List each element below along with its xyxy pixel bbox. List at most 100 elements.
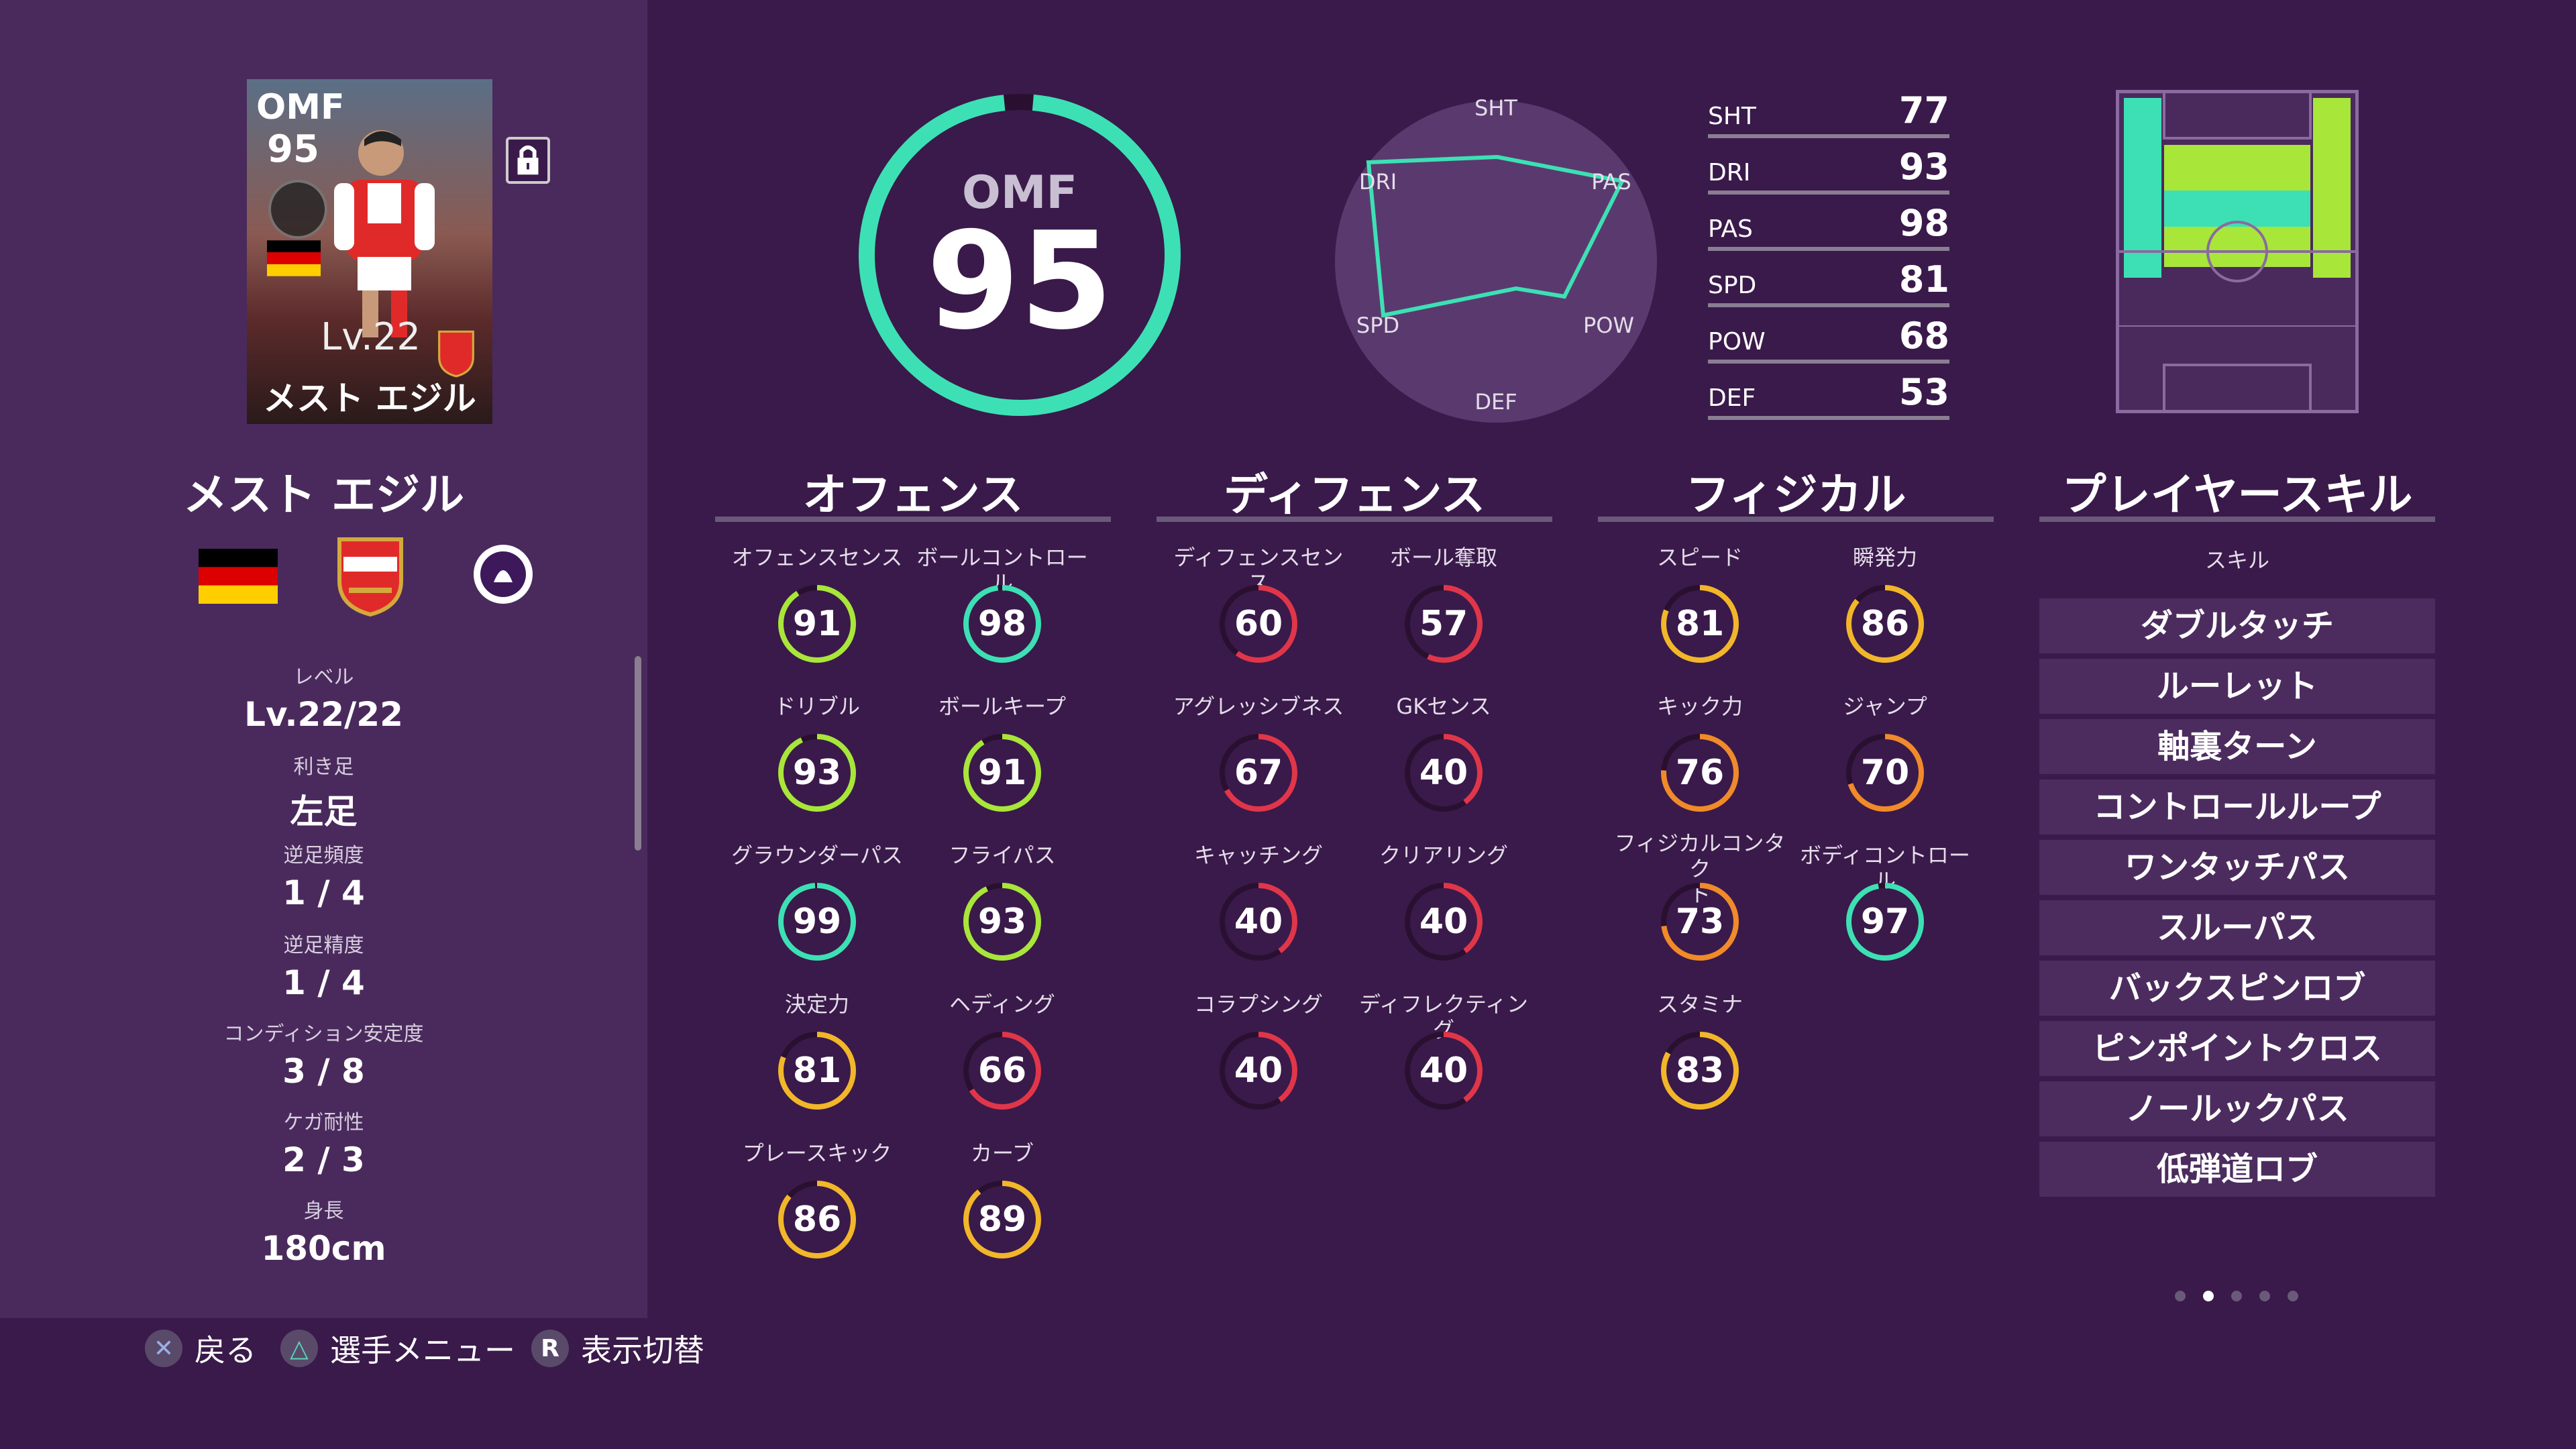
player-menu-button[interactable]: △ 選手メニュー: [280, 1328, 515, 1368]
page-dot[interactable]: [2288, 1291, 2298, 1301]
attribute-offense: オフェンスセンス 91: [724, 545, 910, 686]
stat-value: 98: [1898, 202, 1949, 244]
attribute-gauge: [1405, 734, 1483, 812]
skill-item[interactable]: スルーパス: [2039, 900, 2435, 955]
skill-item[interactable]: ノールックパス: [2039, 1081, 2435, 1136]
stat-label: SHT: [1708, 103, 1756, 130]
attribute-gauge: [778, 1181, 856, 1258]
stat-row-pow: POW 68: [1708, 309, 1949, 364]
attribute-value: 66: [977, 1051, 1027, 1091]
gauge-arc: [963, 883, 1041, 961]
gauge-arc: [1661, 585, 1739, 663]
gauge-arc: [1220, 883, 1297, 961]
attribute-value: 40: [1419, 753, 1468, 793]
info-value-level: Lv.22/22: [244, 695, 403, 734]
player-card[interactable]: OMF 95 Lv.22 メスト エジル: [247, 79, 492, 424]
skill-item[interactable]: ワンタッチパス: [2039, 840, 2435, 895]
arsenal-crest-icon: [438, 330, 474, 378]
attribute-name: スタミナ: [1656, 991, 1743, 1017]
attribute-name: GKセンス: [1396, 694, 1491, 719]
gauge-arc: [1661, 734, 1739, 812]
info-scrollbar[interactable]: [635, 656, 641, 851]
attribute-value: 93: [977, 902, 1027, 942]
attribute-name: ジャンプ: [1843, 694, 1927, 719]
triangle-button-icon: △: [280, 1330, 318, 1367]
attribute-physical: スピード 81: [1607, 545, 1792, 686]
attribute-name: フィジカルコンタク ト: [1614, 830, 1786, 907]
attribute-defense: キャッチング 40: [1166, 843, 1351, 983]
attribute-defense: コラプシング 40: [1166, 991, 1351, 1132]
skill-item[interactable]: バックスピンロブ: [2039, 961, 2435, 1016]
attribute-name: ボディコントロール: [1800, 843, 1970, 894]
attribute-value: 40: [1234, 902, 1283, 942]
card-level: Lv.22: [321, 315, 421, 359]
attribute-value: 89: [977, 1199, 1027, 1240]
toggle-view-button[interactable]: R 表示切替: [531, 1328, 704, 1368]
attribute-physical: スタミナ 83: [1607, 991, 1792, 1132]
stat-label: SPD: [1708, 272, 1757, 299]
attribute-value: 73: [1675, 902, 1725, 942]
attribute-defense: クリアリング 40: [1351, 843, 1536, 983]
card-overall: 95: [267, 127, 319, 171]
gauge-arc: [778, 734, 856, 812]
gauge-arc: [1405, 585, 1483, 663]
info-value-weak-foot-usage: 1 / 4: [282, 873, 365, 912]
attribute-defense: ディフェンスセンス 60: [1166, 545, 1351, 686]
attribute-offense: ボールキープ 91: [910, 694, 1095, 835]
attribute-value: 81: [1675, 604, 1725, 644]
page-dot[interactable]: [2175, 1291, 2186, 1301]
attribute-name: キック力: [1656, 694, 1743, 719]
cross-button-icon: ✕: [145, 1330, 182, 1367]
attribute-name: ヘディング: [949, 991, 1055, 1017]
attribute-value: 83: [1675, 1051, 1725, 1091]
page-dot[interactable]: [2203, 1291, 2214, 1301]
attribute-physical: 瞬発力 86: [1792, 545, 1978, 686]
radar-label-sht: SHT: [1474, 95, 1517, 121]
league-logo-icon: [474, 545, 533, 604]
nationality-flag-icon: [199, 549, 278, 604]
card-player-name: メスト エジル: [263, 379, 476, 418]
player-photo: [334, 130, 435, 337]
attribute-name: グラウンダーパス: [731, 843, 903, 868]
attribute-name: キャッチング: [1193, 843, 1323, 868]
stat-row-dri: DRI 93: [1708, 140, 1949, 195]
page-dot[interactable]: [2231, 1291, 2242, 1301]
skill-item[interactable]: コントロールループ: [2039, 780, 2435, 835]
attribute-value: 98: [977, 604, 1027, 644]
skill-item[interactable]: 軸裏ターン: [2039, 719, 2435, 774]
attribute-gauge: [1405, 585, 1483, 663]
skills-divider: [2039, 517, 2435, 522]
attribute-gauge: [1846, 734, 1924, 812]
skill-item[interactable]: ルーレット: [2039, 659, 2435, 714]
skill-item[interactable]: ダブルタッチ: [2039, 598, 2435, 653]
attribute-gauge: [1405, 1032, 1483, 1110]
gauge-arc: [1405, 1032, 1483, 1110]
gauge-arc: [1846, 585, 1924, 663]
skill-item[interactable]: ピンポイントクロス: [2039, 1021, 2435, 1076]
attribute-gauge: [778, 1032, 856, 1110]
lock-icon[interactable]: [506, 137, 550, 184]
attribute-gauge: [778, 734, 856, 812]
gauge-arc: [1661, 1032, 1739, 1110]
attribute-offense: カーブ 89: [910, 1140, 1095, 1281]
info-value-form: 3 / 8: [282, 1052, 365, 1091]
back-label: 戻る: [195, 1332, 256, 1368]
defense-divider: [1157, 517, 1552, 522]
stat-label: DEF: [1708, 384, 1756, 412]
page-dot[interactable]: [2259, 1291, 2270, 1301]
stat-value: 77: [1898, 89, 1949, 131]
stat-value: 93: [1898, 146, 1949, 188]
attribute-value: 40: [1419, 902, 1468, 942]
radar-polygon: [1366, 154, 1625, 318]
skill-item[interactable]: 低弾道ロブ: [2039, 1142, 2435, 1197]
gauge-arc: [1405, 883, 1483, 961]
attribute-name: ボールコントロール: [916, 545, 1088, 596]
physical-title: フィジカル: [1685, 469, 1907, 521]
back-button[interactable]: ✕ 戻る: [145, 1328, 256, 1368]
attribute-name: クリアリング: [1379, 843, 1508, 868]
info-label-weak-foot-accuracy: 逆足精度: [283, 934, 364, 957]
player-type-badge-icon: [268, 180, 327, 239]
stat-value: 81: [1898, 258, 1949, 301]
attribute-gauge: [1405, 883, 1483, 961]
attribute-physical: フィジカルコンタク ト 73: [1607, 830, 1792, 983]
